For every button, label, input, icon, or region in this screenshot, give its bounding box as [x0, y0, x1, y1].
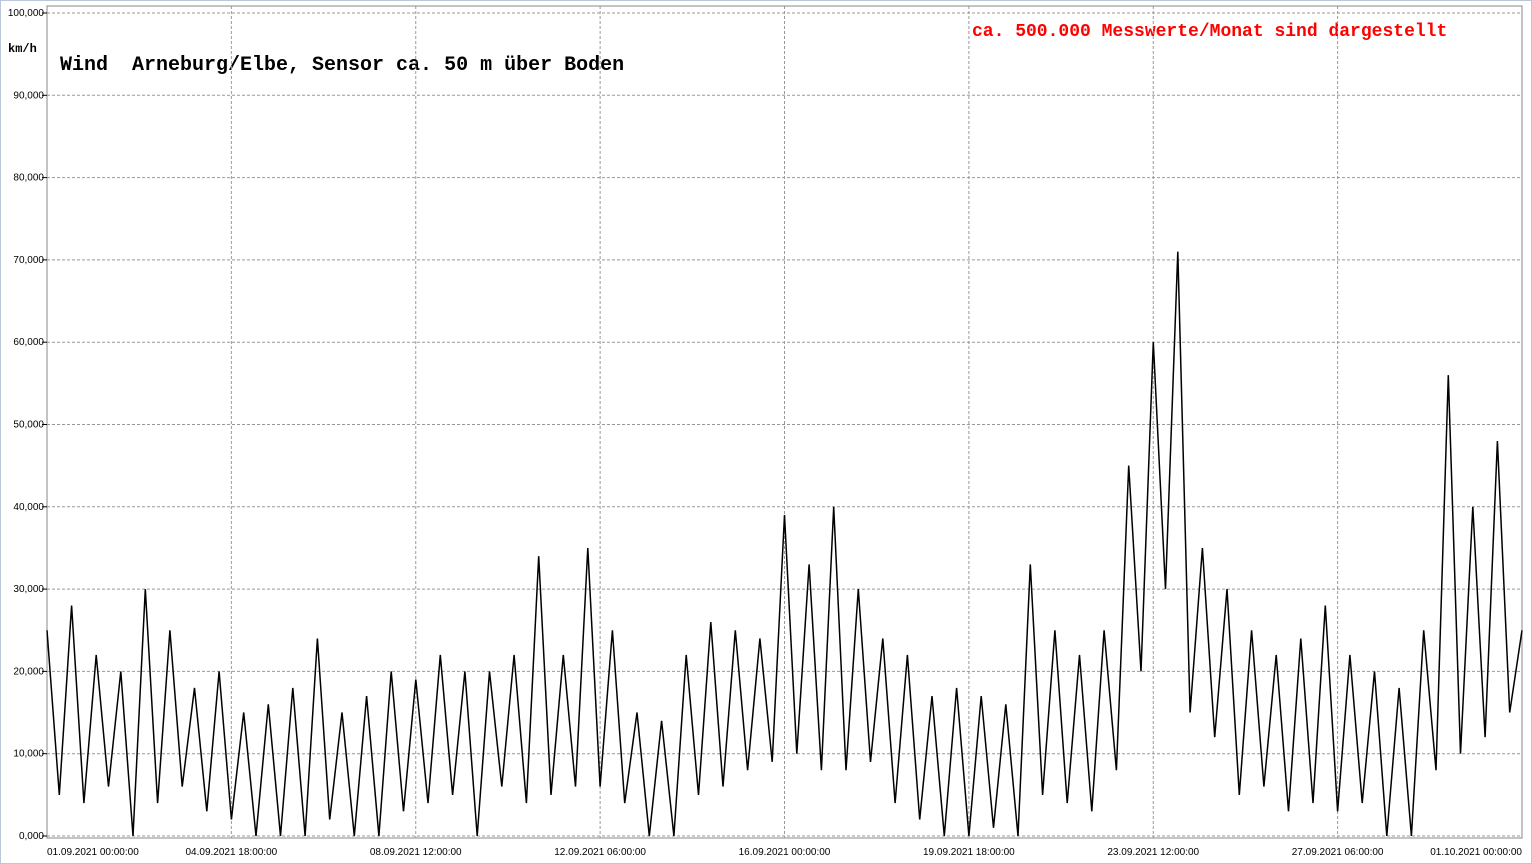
y-tick-label: 10,000	[13, 749, 44, 760]
x-tick-label: 04.09.2021 18:00:00	[185, 847, 277, 858]
y-tick-label: 80,000	[13, 173, 44, 184]
x-tick-label: 12.09.2021 06:00:00	[554, 847, 646, 858]
y-axis-label: km/h	[8, 42, 37, 56]
y-tick-label: 90,000	[13, 90, 44, 101]
x-tick-label: 16.09.2021 00:00:00	[739, 847, 831, 858]
y-tick-label: 0,000	[19, 831, 44, 842]
y-tick-label: 50,000	[13, 420, 44, 431]
x-tick-label: 19.09.2021 18:00:00	[923, 847, 1015, 858]
x-tick-label: 01.10.2021 00:00:00	[1430, 847, 1522, 858]
y-tick-label: 100,000	[8, 8, 45, 19]
annotation: ca. 500.000 Messwerte/Monat sind dargest…	[972, 22, 1447, 42]
data-line	[46, 251, 1523, 837]
chart-title: Wind Arneburg/Elbe, Sensor ca. 50 m über…	[60, 54, 624, 77]
x-tick-label: 08.09.2021 12:00:00	[370, 847, 462, 858]
x-tick-label: 27.09.2021 06:00:00	[1292, 847, 1384, 858]
y-tick-label: 40,000	[13, 502, 44, 513]
y-tick-label: 30,000	[13, 584, 44, 595]
y-tick-label: 70,000	[13, 255, 44, 266]
y-tick-label: 60,000	[13, 337, 44, 348]
y-tick-label: 20,000	[13, 666, 44, 677]
x-tick-label: 23.09.2021 12:00:00	[1107, 847, 1199, 858]
x-tick-label: 01.09.2021 00:00:00	[47, 847, 139, 858]
